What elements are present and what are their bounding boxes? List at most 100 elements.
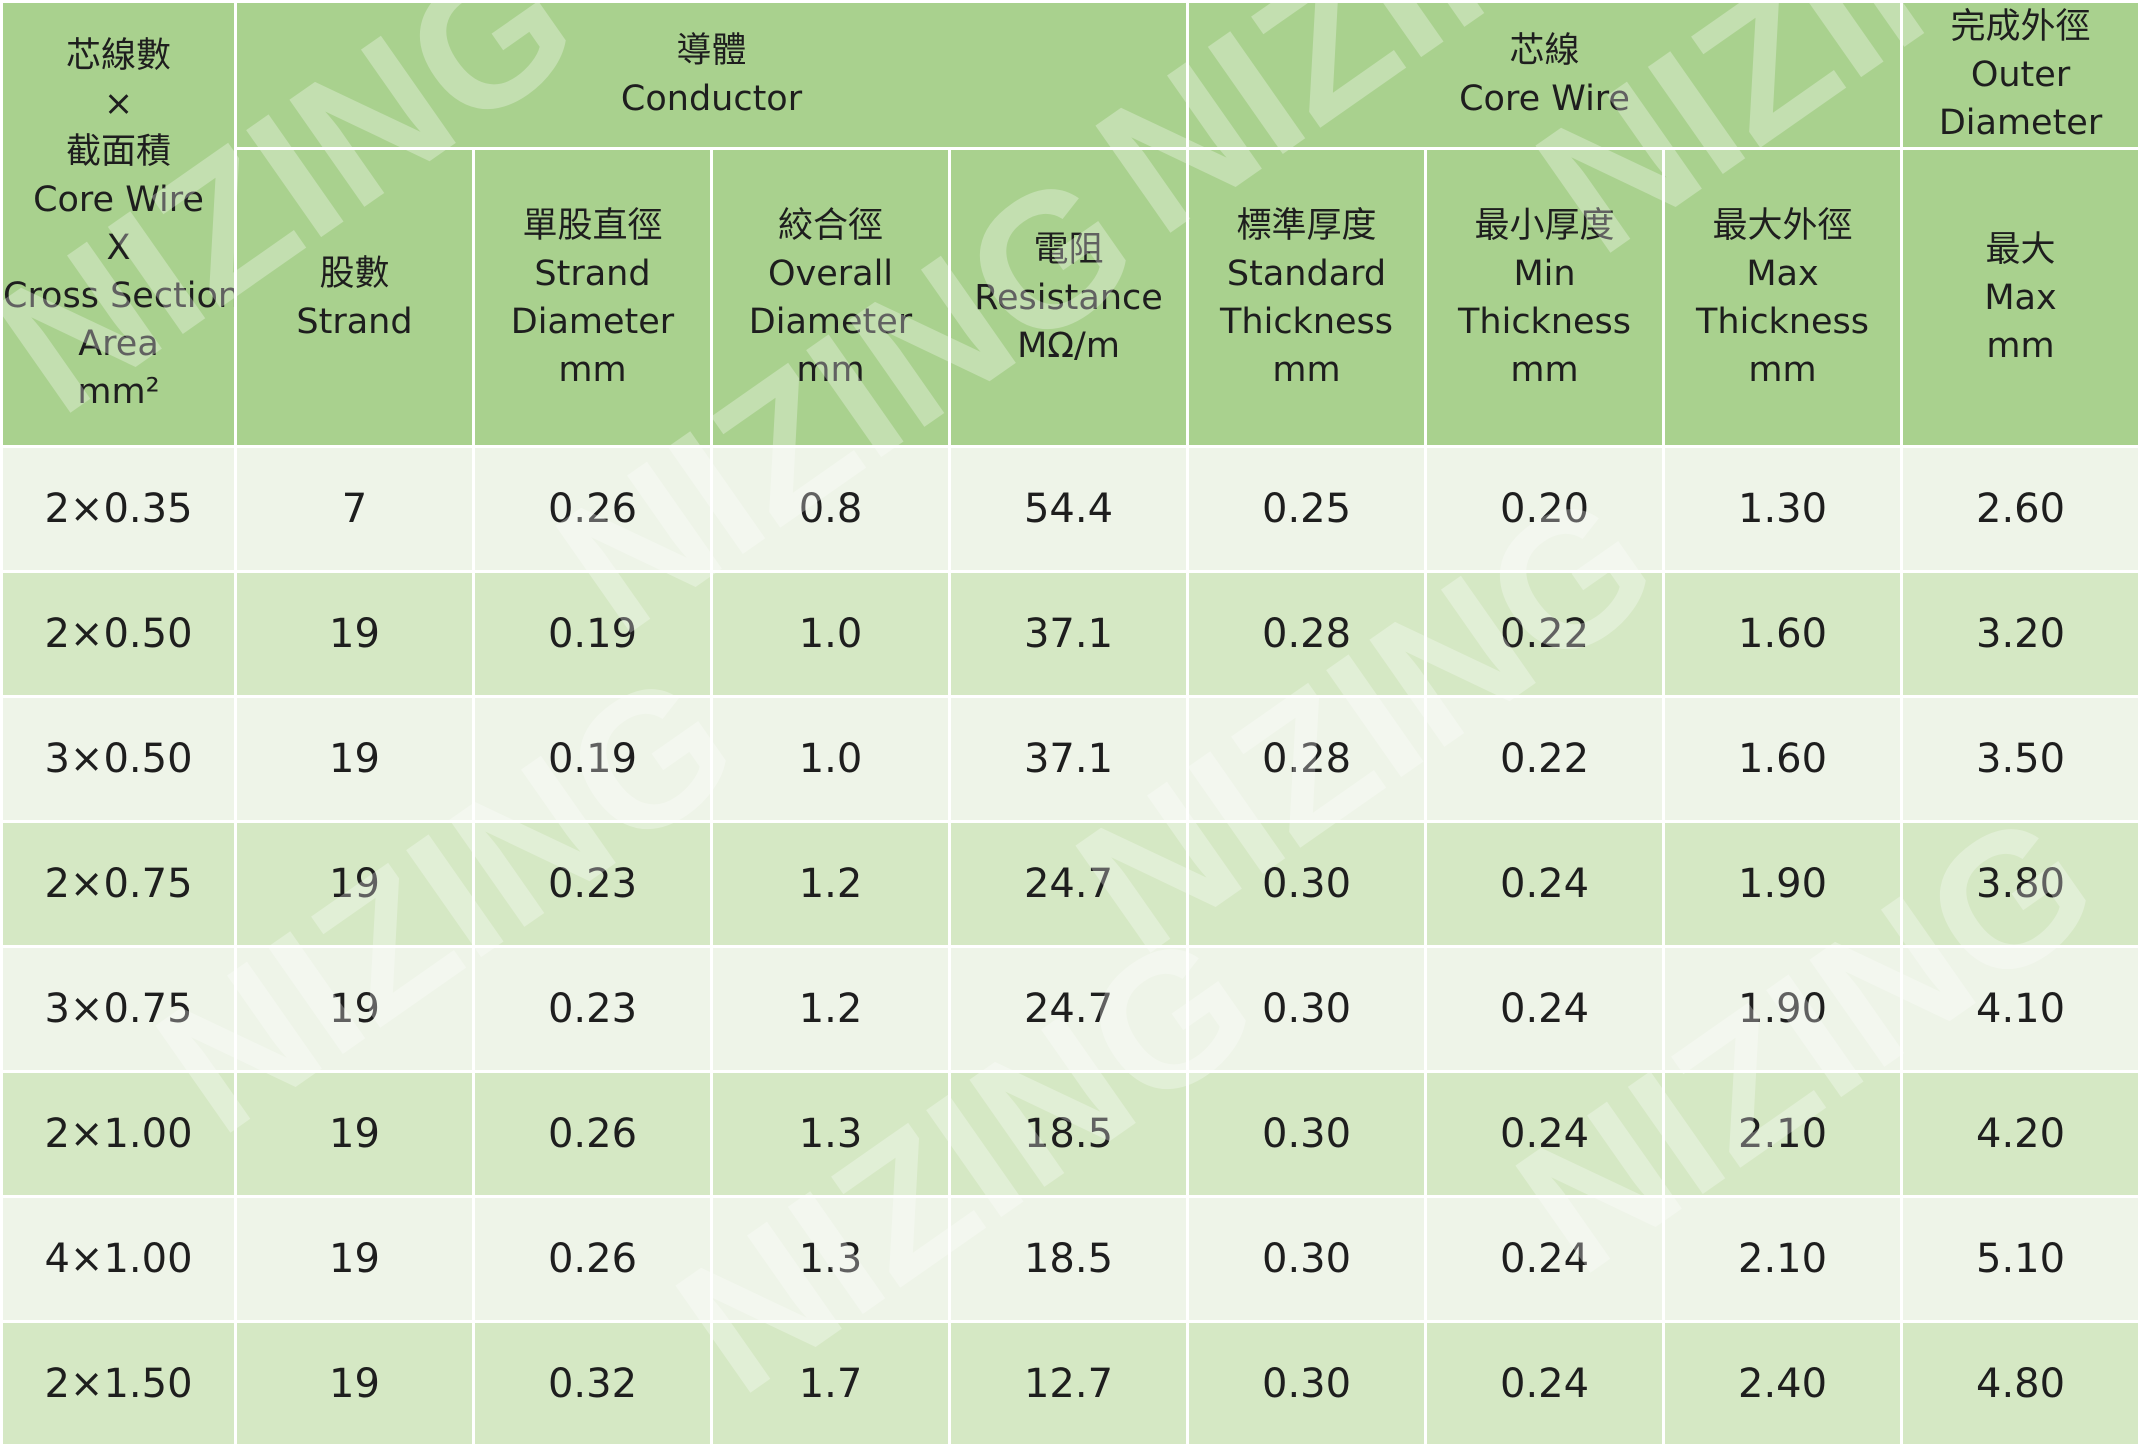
cell-strand: 19 xyxy=(234,1195,475,1323)
cell-max-thickness: 1.90 xyxy=(1662,820,1904,948)
header-outer-diameter: 完成外徑 Outer Diameter xyxy=(1900,0,2140,150)
header-max-thickness-unit: mm xyxy=(1748,349,1817,390)
cell-resistance: 54.4 xyxy=(947,445,1190,573)
header-overall-diameter-en1: Overall xyxy=(767,253,894,294)
cell-strand-diameter: 0.26 xyxy=(472,1070,713,1198)
cell-core-area: 3×0.50 xyxy=(0,695,237,823)
header-strand-diameter-en1: Strand xyxy=(534,253,651,294)
header-max-thickness-zh: 最大外徑 xyxy=(1712,205,1853,246)
cell-overall-diameter: 0.8 xyxy=(710,445,951,573)
header-core-area-zh-top: 芯線數 xyxy=(65,36,171,76)
header-overall-diameter-en2: Diameter xyxy=(748,301,913,342)
header-strand-diameter-zh: 單股直徑 xyxy=(522,205,663,246)
header-max-en: Max xyxy=(1984,277,2057,318)
header-standard-thickness-en2: Thickness xyxy=(1220,301,1394,342)
cell-core-area: 2×1.50 xyxy=(0,1320,237,1444)
cell-min-thickness: 0.24 xyxy=(1424,1320,1666,1444)
header-standard-thickness-zh: 標準厚度 xyxy=(1236,205,1377,246)
cell-max-outer-diameter: 2.60 xyxy=(1900,445,2140,573)
cell-strand: 7 xyxy=(234,445,475,573)
cell-core-area: 2×0.50 xyxy=(0,570,237,698)
cell-strand-diameter: 0.19 xyxy=(472,570,713,698)
cell-min-thickness: 0.24 xyxy=(1424,1195,1666,1323)
header-strand-zh: 股數 xyxy=(319,253,390,294)
header-strand-diameter-en2: Diameter xyxy=(510,301,675,342)
cell-resistance: 24.7 xyxy=(947,945,1190,1073)
header-standard-thickness-unit: mm xyxy=(1272,349,1341,390)
cell-strand: 19 xyxy=(234,695,475,823)
header-resistance-unit: MΩ/m xyxy=(1017,325,1120,366)
header-conductor-en: Conductor xyxy=(620,79,803,119)
header-outer-diameter-zh: 完成外徑 xyxy=(1950,7,2091,47)
header-core-wire-en: Core Wire xyxy=(1459,79,1630,119)
cell-overall-diameter: 1.2 xyxy=(710,820,951,948)
header-core-area-times: × xyxy=(103,84,134,124)
header-core-area-en3: Cross Section xyxy=(3,276,236,316)
header-core-area-en4: Area xyxy=(78,324,159,364)
header-min-thickness-zh: 最小厚度 xyxy=(1474,205,1615,246)
cell-strand: 19 xyxy=(234,945,475,1073)
cell-max-outer-diameter: 4.80 xyxy=(1900,1320,2140,1444)
cell-max-thickness: 1.90 xyxy=(1662,945,1904,1073)
header-conductor: 導體 Conductor xyxy=(233,0,1190,150)
cell-strand-diameter: 0.32 xyxy=(472,1320,713,1444)
cell-core-area: 2×0.75 xyxy=(0,820,237,948)
header-max: 最大 Max mm xyxy=(1900,147,2140,448)
cell-core-area: 3×0.75 xyxy=(0,945,237,1073)
header-max-thickness: 最大外徑 Max Thickness mm xyxy=(1662,147,1904,448)
header-outer-diameter-en2: Diameter xyxy=(1938,103,2103,143)
table-row: 4×1.00 19 0.26 1.3 18.5 0.30 0.24 2.10 5.10 xyxy=(0,1195,2140,1323)
cell-max-thickness: 1.30 xyxy=(1662,445,1904,573)
cell-resistance: 18.5 xyxy=(947,1070,1190,1198)
header-strand: 股數 Strand xyxy=(234,147,475,448)
cell-max-outer-diameter: 3.50 xyxy=(1900,695,2140,823)
cell-standard-thickness: 0.30 xyxy=(1186,945,1428,1073)
cell-overall-diameter: 1.0 xyxy=(710,570,951,698)
cell-strand: 19 xyxy=(234,570,475,698)
cell-resistance: 18.5 xyxy=(947,1195,1190,1323)
cell-overall-diameter: 1.3 xyxy=(710,1070,951,1198)
cell-overall-diameter: 1.2 xyxy=(710,945,951,1073)
cell-resistance: 12.7 xyxy=(947,1320,1190,1444)
cell-min-thickness: 0.22 xyxy=(1424,695,1666,823)
cell-strand-diameter: 0.23 xyxy=(472,820,713,948)
cell-standard-thickness: 0.28 xyxy=(1186,570,1428,698)
table-row: 2×0.35 7 0.26 0.8 54.4 0.25 0.20 1.30 2.60 xyxy=(0,445,2140,573)
table-row: 2×0.75 19 0.23 1.2 24.7 0.30 0.24 1.90 3.80 xyxy=(0,820,2140,948)
header-max-unit: mm xyxy=(1986,325,2055,366)
header-min-thickness-en1: Min xyxy=(1513,253,1576,294)
cell-min-thickness: 0.24 xyxy=(1424,945,1666,1073)
cell-strand-diameter: 0.26 xyxy=(472,445,713,573)
header-max-zh: 最大 xyxy=(1985,229,2056,270)
cell-max-thickness: 2.40 xyxy=(1662,1320,1904,1444)
cell-resistance: 24.7 xyxy=(947,820,1190,948)
header-core-wire-zh: 芯線 xyxy=(1509,31,1580,71)
cell-core-area: 2×1.00 xyxy=(0,1070,237,1198)
cell-resistance: 37.1 xyxy=(947,570,1190,698)
header-strand-diameter: 單股直徑 Strand Diameter mm xyxy=(472,147,713,448)
table-row: 3×0.75 19 0.23 1.2 24.7 0.30 0.24 1.90 4.10 xyxy=(0,945,2140,1073)
cell-core-area: 4×1.00 xyxy=(0,1195,237,1323)
header-min-thickness: 最小厚度 Min Thickness mm xyxy=(1424,147,1666,448)
header-overall-diameter-unit: mm xyxy=(796,349,865,390)
header-max-thickness-en1: Max xyxy=(1746,253,1819,294)
header-standard-thickness: 標準厚度 Standard Thickness mm xyxy=(1186,147,1428,448)
header-core-wire: 芯線 Core Wire xyxy=(1186,0,1904,150)
header-core-area-unit: mm² xyxy=(77,372,160,412)
cell-strand-diameter: 0.26 xyxy=(472,1195,713,1323)
cell-standard-thickness: 0.28 xyxy=(1186,695,1428,823)
cell-overall-diameter: 1.3 xyxy=(710,1195,951,1323)
header-core-area-zh-bottom: 截面積 xyxy=(65,132,171,172)
cell-strand: 19 xyxy=(234,820,475,948)
header-max-thickness-en2: Thickness xyxy=(1696,301,1870,342)
cell-standard-thickness: 0.30 xyxy=(1186,1070,1428,1198)
table-row: 2×1.00 19 0.26 1.3 18.5 0.30 0.24 2.10 4.20 xyxy=(0,1070,2140,1198)
table-body: 2×0.35 7 0.26 0.8 54.4 0.25 0.20 1.30 2.60 2×0.50… xyxy=(0,445,2140,1444)
header-strand-diameter-unit: mm xyxy=(558,349,627,390)
cell-min-thickness: 0.22 xyxy=(1424,570,1666,698)
header-resistance-en: Resistance xyxy=(974,277,1163,318)
cell-overall-diameter: 1.0 xyxy=(710,695,951,823)
cell-max-thickness: 1.60 xyxy=(1662,570,1904,698)
cell-strand: 19 xyxy=(234,1070,475,1198)
